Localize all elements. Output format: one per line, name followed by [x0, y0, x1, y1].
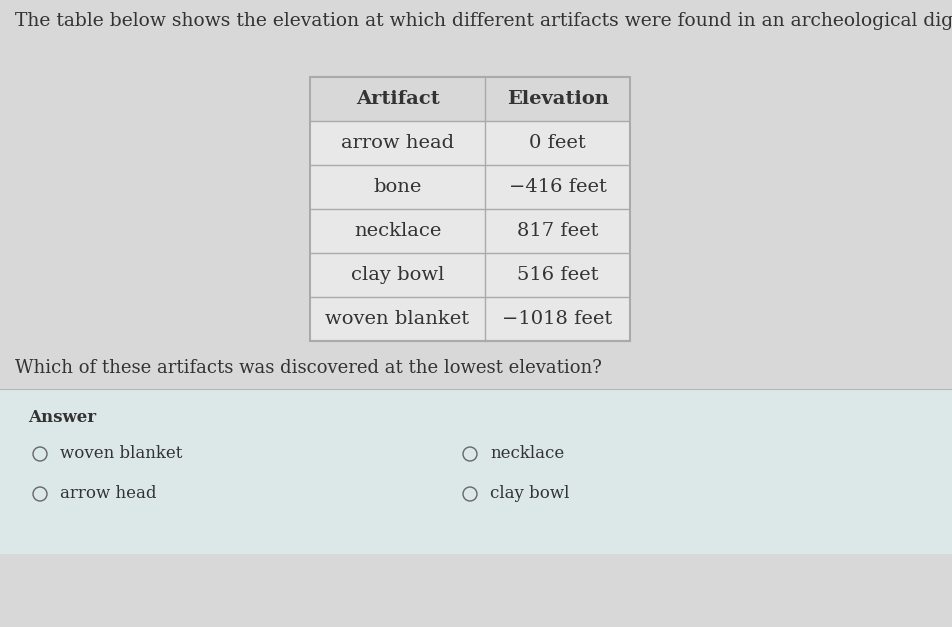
Text: 0 feet: 0 feet	[529, 134, 585, 152]
Text: arrow head: arrow head	[60, 485, 156, 502]
Text: bone: bone	[373, 178, 422, 196]
Text: Artifact: Artifact	[356, 90, 440, 108]
Text: Elevation: Elevation	[506, 90, 608, 108]
Text: arrow head: arrow head	[341, 134, 454, 152]
Text: 817 feet: 817 feet	[517, 222, 598, 240]
Text: necklace: necklace	[490, 446, 565, 463]
Bar	[310, 209, 630, 253]
Bar	[310, 121, 630, 165]
Text: clay bowl: clay bowl	[351, 266, 445, 284]
Bar	[310, 253, 630, 297]
Text: woven blanket: woven blanket	[326, 310, 469, 328]
Bar	[310, 77, 630, 341]
Text: −416 feet: −416 feet	[508, 178, 606, 196]
Bar	[310, 165, 630, 209]
Text: The table below shows the elevation at which different artifacts were found in a: The table below shows the elevation at w…	[15, 12, 952, 30]
Text: Answer: Answer	[28, 409, 96, 426]
Text: woven blanket: woven blanket	[60, 446, 183, 463]
Text: 516 feet: 516 feet	[517, 266, 598, 284]
Bar	[310, 77, 630, 121]
Bar	[310, 297, 630, 341]
Text: clay bowl: clay bowl	[490, 485, 569, 502]
Bar	[0, 389, 952, 554]
Text: −1018 feet: −1018 feet	[503, 310, 613, 328]
Text: Which of these artifacts was discovered at the lowest elevation?: Which of these artifacts was discovered …	[15, 359, 602, 377]
Text: necklace: necklace	[354, 222, 441, 240]
